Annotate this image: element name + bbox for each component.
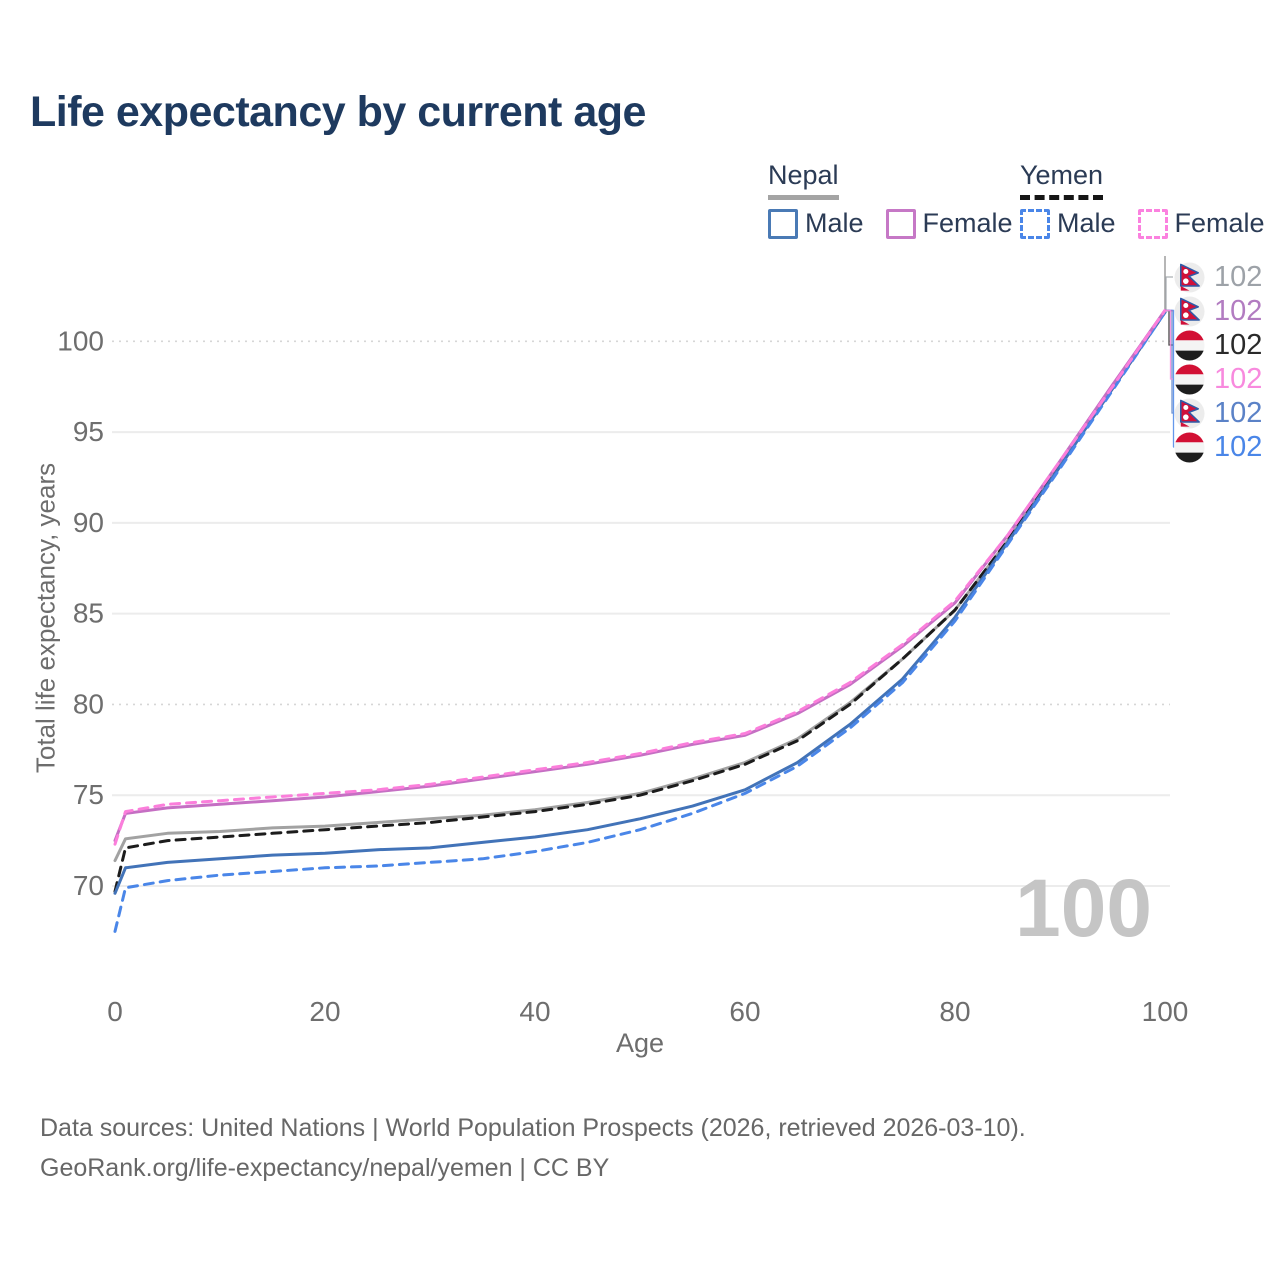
nepal-male-swatch-icon [768, 208, 798, 239]
yemen-flag-icon [1174, 363, 1205, 395]
age-counter-watermark: 100 [1015, 863, 1152, 954]
y-tick-label: 75 [73, 779, 104, 810]
end-value-yemen-total: 102 [1214, 328, 1263, 361]
legend-label-nepal-male: Male [805, 208, 864, 238]
legend-country-nepal[interactable]: Nepal [768, 160, 839, 200]
yemen-female-swatch-icon [1137, 208, 1168, 239]
y-tick-label: 100 [57, 325, 104, 356]
footer-data-sources: Data sources: United Nations | World Pop… [40, 1114, 1026, 1142]
x-axis-title: Age [615, 1028, 665, 1058]
y-tick-label: 85 [73, 598, 104, 629]
end-value-nepal-total: 102 [1214, 260, 1263, 293]
legend-label-yemen-male: Male [1057, 208, 1116, 238]
footer: Data sources: United Nations | World Pop… [40, 1108, 1026, 1188]
end-label-nepal-male: 102 [1174, 396, 1262, 430]
yemen-male-swatch-icon [1020, 208, 1050, 239]
x-tick-label: 60 [729, 996, 760, 1027]
end-label-nepal-total: 102 [1174, 260, 1262, 294]
legend-country-yemen[interactable]: Yemen [1020, 160, 1104, 200]
legend-entry-yemen-male[interactable]: Male [1020, 208, 1116, 239]
nepal-flag-icon [1174, 261, 1205, 293]
end-label-yemen-total: 102 [1174, 328, 1262, 362]
end-value-yemen-female: 102 [1214, 362, 1263, 395]
end-value-nepal-female: 102 [1214, 294, 1263, 327]
legend-entries-nepal: Male Female [768, 208, 1013, 239]
series-line-nepal-female[interactable] [113, 308, 1167, 843]
series-line-yemen-total[interactable] [113, 310, 1167, 893]
x-tick-label: 0 [107, 996, 123, 1027]
series-line-nepal-male[interactable] [113, 310, 1167, 895]
end-label-nepal-female: 102 [1174, 294, 1262, 328]
footer-attribution: GeoRank.org/life-expectancy/nepal/yemen … [40, 1154, 610, 1182]
legend-group-nepal: Nepal Male Female [768, 160, 1013, 239]
end-value-yemen-male: 102 [1214, 430, 1263, 463]
end-label-leader-yemen-female [1165, 309, 1173, 380]
nepal-flag-icon [1174, 295, 1205, 327]
y-tick-label: 80 [73, 688, 104, 719]
y-tick-label: 90 [73, 507, 104, 538]
nepal-flag-icon [1174, 397, 1205, 429]
x-tick-label: 100 [1142, 996, 1189, 1027]
series-line-nepal-total[interactable] [113, 310, 1167, 863]
end-label-yemen-male: 102 [1174, 430, 1262, 464]
x-tick-label: 80 [939, 996, 970, 1027]
legend-label-yemen-female: Female [1174, 208, 1265, 238]
end-value-nepal-male: 102 [1214, 396, 1263, 429]
legend-entry-nepal-male[interactable]: Male [768, 208, 864, 239]
legend-entry-yemen-female[interactable]: Female [1137, 208, 1265, 239]
end-label-leader-nepal-total [1165, 276, 1173, 312]
legend-label-nepal-female: Female [922, 208, 1013, 238]
page-title: Life expectancy by current age [30, 88, 646, 136]
series-line-yemen-male[interactable] [113, 310, 1167, 933]
y-tick-label: 95 [73, 416, 104, 447]
yemen-flag-icon [1174, 431, 1205, 463]
y-tick-label: 70 [73, 870, 104, 901]
y-axis-title: Total life expectancy, years [30, 462, 61, 774]
legend-entries-yemen: Male Female [1020, 208, 1265, 239]
x-tick-label: 20 [309, 996, 340, 1027]
nepal-female-swatch-icon [885, 208, 916, 239]
x-tick-label: 40 [519, 996, 550, 1027]
legend-group-yemen: Yemen Male Female [1020, 160, 1265, 239]
yemen-flag-icon [1174, 329, 1205, 361]
series-line-yemen-female[interactable] [113, 308, 1167, 846]
end-label-yemen-female: 102 [1174, 362, 1262, 396]
legend-entry-nepal-female[interactable]: Female [885, 208, 1013, 239]
